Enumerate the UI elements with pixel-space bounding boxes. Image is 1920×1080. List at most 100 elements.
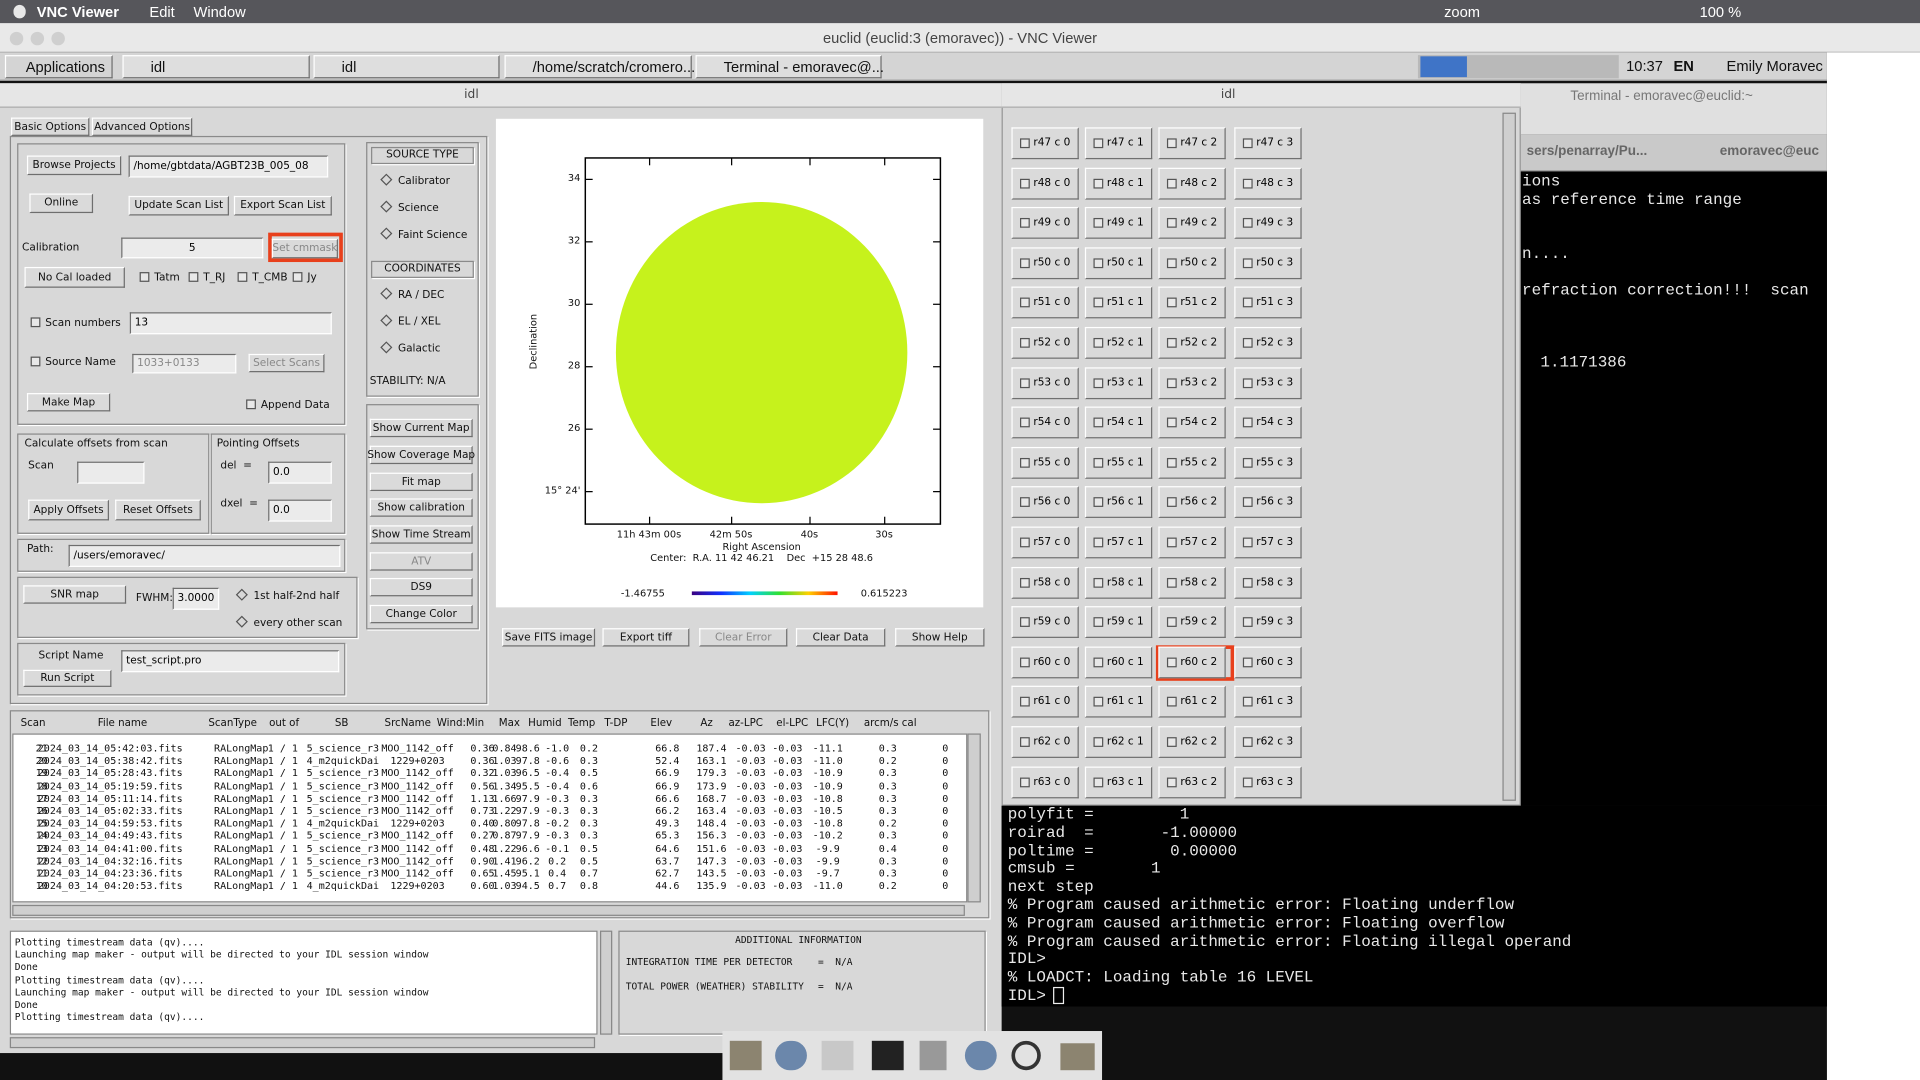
text-field[interactable]: /home/gbtdata/AGBT23B_005_08 [128, 155, 329, 178]
dock-icon-terminal[interactable] [871, 1040, 904, 1071]
channel-checkbox[interactable]: r52 c 2 [1158, 326, 1226, 359]
button[interactable]: No Cal loaded [24, 266, 125, 288]
channel-checkbox[interactable]: r58 c 0 [1011, 566, 1079, 599]
text-field[interactable]: 3.0000 [172, 587, 220, 610]
channel-checkbox[interactable]: r53 c 0 [1011, 366, 1079, 399]
button[interactable]: Show Current Map [369, 418, 473, 438]
channel-checkbox[interactable]: r50 c 2 [1158, 247, 1226, 279]
button[interactable]: Clear Data [795, 628, 886, 647]
button[interactable]: Select Scans [248, 353, 325, 373]
channel-checkbox[interactable]: r55 c 1 [1084, 446, 1153, 479]
dock-icon-settings[interactable] [919, 1040, 947, 1071]
channel-checkbox[interactable]: r47 c 0 [1011, 127, 1079, 160]
button[interactable]: ATV [369, 552, 473, 571]
channel-checkbox[interactable]: r47 c 1 [1084, 127, 1153, 160]
button[interactable]: Update Scan List [128, 195, 229, 216]
channel-checkbox[interactable]: r56 c 2 [1158, 486, 1226, 519]
workspace-active[interactable] [1420, 56, 1467, 78]
channel-checkbox[interactable]: r51 c 2 [1158, 287, 1226, 319]
dock-icon-mail[interactable] [821, 1040, 854, 1071]
button[interactable]: Make Map [26, 393, 111, 412]
channel-checkbox[interactable]: r57 c 1 [1084, 526, 1153, 559]
dock-icon-network[interactable] [964, 1040, 997, 1071]
channel-vscroll[interactable] [1502, 112, 1516, 801]
channel-checkbox[interactable]: r54 c 2 [1158, 406, 1226, 439]
channel-checkbox[interactable]: r53 c 1 [1084, 366, 1153, 399]
channel-checkbox[interactable]: r56 c 1 [1084, 486, 1153, 519]
button[interactable]: DS9 [369, 577, 473, 597]
channel-checkbox[interactable]: r48 c 3 [1234, 167, 1302, 200]
channel-checkbox[interactable]: r62 c 2 [1158, 726, 1226, 758]
channel-checkbox[interactable]: r59 c 0 [1011, 606, 1079, 639]
text-field[interactable]: /users/emoravec/ [68, 544, 341, 567]
window-minimize[interactable] [30, 31, 45, 46]
button[interactable]: Browse Projects [26, 155, 122, 176]
channel-checkbox[interactable]: r63 c 3 [1234, 766, 1302, 798]
tab[interactable]: Advanced Options [91, 117, 193, 136]
channel-checkbox[interactable]: r57 c 0 [1011, 526, 1079, 559]
taskbar-item[interactable]: Terminal - emoravec@... [695, 55, 884, 79]
channel-checkbox[interactable]: r61 c 2 [1158, 686, 1226, 719]
table-vscroll[interactable] [967, 733, 981, 903]
channel-checkbox[interactable]: r57 c 2 [1158, 526, 1226, 559]
taskbar-item[interactable]: Applications [4, 55, 113, 79]
channel-checkbox[interactable]: r62 c 0 [1011, 726, 1079, 758]
channel-checkbox[interactable]: r47 c 2 [1158, 127, 1226, 160]
text-field[interactable]: 0.0 [268, 461, 332, 484]
button[interactable]: Save FITS image [502, 628, 596, 647]
channel-checkbox[interactable]: r59 c 3 [1234, 606, 1302, 639]
channel-checkbox[interactable]: r49 c 2 [1158, 207, 1226, 240]
channel-checkbox[interactable]: r61 c 1 [1084, 686, 1153, 719]
table-hscroll[interactable] [12, 904, 965, 916]
dropdown[interactable]: 5 [121, 237, 264, 259]
channel-checkbox[interactable]: r60 c 0 [1011, 646, 1079, 679]
apple-icon[interactable] [13, 4, 26, 19]
channel-checkbox[interactable]: r56 c 3 [1234, 486, 1302, 519]
channel-checkbox[interactable]: r50 c 1 [1084, 247, 1153, 279]
channel-checkbox[interactable]: r51 c 0 [1011, 287, 1079, 319]
channel-checkbox[interactable]: r48 c 2 [1158, 167, 1226, 200]
dock-icon-search[interactable] [1011, 1040, 1041, 1071]
log-vscroll[interactable] [600, 930, 613, 1035]
channel-checkbox[interactable]: r60 c 1 [1084, 646, 1153, 679]
button[interactable]: Show Help [895, 628, 985, 647]
button[interactable]: Run Script [23, 669, 112, 687]
channel-checkbox[interactable]: r52 c 0 [1011, 326, 1079, 359]
channel-checkbox[interactable]: r55 c 0 [1011, 446, 1079, 479]
channel-checkbox[interactable]: r53 c 3 [1234, 366, 1302, 399]
button[interactable]: Apply Offsets [28, 499, 109, 521]
channel-checkbox[interactable]: r57 c 3 [1234, 526, 1302, 559]
text-field[interactable]: test_script.pro [121, 650, 340, 673]
tab[interactable]: Basic Options [11, 117, 90, 136]
button[interactable]: Show Coverage Map [367, 445, 475, 465]
taskbar-item[interactable]: idl [313, 55, 500, 79]
channel-checkbox[interactable]: r49 c 1 [1084, 207, 1153, 240]
window-close[interactable] [9, 31, 24, 46]
channel-checkbox[interactable]: r61 c 3 [1234, 686, 1302, 719]
channel-checkbox[interactable]: r60 c 2 [1158, 646, 1226, 679]
channel-checkbox[interactable]: r63 c 2 [1158, 766, 1226, 798]
channel-checkbox[interactable]: r53 c 2 [1158, 366, 1226, 399]
channel-checkbox[interactable]: r59 c 1 [1084, 606, 1153, 639]
channel-checkbox[interactable]: r55 c 2 [1158, 446, 1226, 479]
channel-checkbox[interactable]: r54 c 0 [1011, 406, 1079, 439]
button[interactable]: Export tiff [602, 628, 690, 647]
log-hscroll[interactable] [9, 1037, 596, 1049]
button[interactable]: Clear Error [699, 628, 788, 647]
button[interactable]: SNR map [23, 585, 127, 604]
button[interactable]: Export Scan List [233, 195, 332, 216]
channel-checkbox[interactable]: r61 c 0 [1011, 686, 1079, 719]
channel-checkbox[interactable]: r49 c 0 [1011, 207, 1079, 240]
channel-checkbox[interactable]: r62 c 1 [1084, 726, 1153, 758]
channel-checkbox[interactable]: r63 c 0 [1011, 766, 1079, 798]
button[interactable]: Online [29, 193, 94, 214]
taskbar-item[interactable]: idl [122, 55, 310, 79]
channel-checkbox[interactable]: r58 c 3 [1234, 566, 1302, 599]
button[interactable]: Reset Offsets [115, 499, 201, 521]
button[interactable]: Show calibration [369, 498, 473, 517]
button[interactable]: Change Color [369, 604, 473, 624]
channel-checkbox[interactable]: r56 c 0 [1011, 486, 1079, 519]
button[interactable]: Set cmmask [271, 238, 338, 259]
channel-checkbox[interactable]: r51 c 1 [1084, 287, 1153, 319]
channel-checkbox[interactable]: r50 c 0 [1011, 247, 1079, 279]
